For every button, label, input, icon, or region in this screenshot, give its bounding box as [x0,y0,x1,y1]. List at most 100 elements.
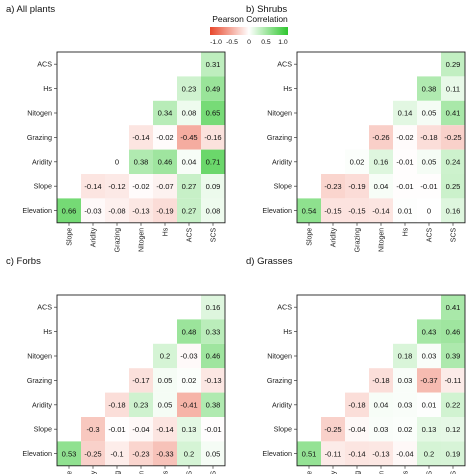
cell-value-label: -0.15 [324,206,341,215]
col-label: Grazing [355,471,362,474]
cell-value-label: 0.46 [446,327,461,336]
heatmap-cell [417,441,441,466]
heatmap-cell [441,76,465,101]
heatmap-cell [129,174,153,199]
row-label: Hs [283,84,292,93]
heatmap-cell [345,392,369,417]
row-label: Slope [274,425,292,434]
heatmap-cell [177,100,201,126]
cell-value-label: 0.41 [446,109,461,118]
col-label: SCS [451,470,458,474]
heatmap-cell [369,417,393,442]
cell-value-label: -0.02 [396,133,413,142]
row-label: ACS [277,303,292,312]
cell-value-label: 0.08 [182,109,197,118]
heatmap-cell [153,392,177,417]
cell-value-label: 0.13 [422,425,437,434]
heatmap-cell [153,343,177,369]
cell-value-label: -0.14 [132,133,149,142]
row-label: Aridity [32,157,52,166]
heatmap-cell [393,125,417,150]
cell-value-label: 0.31 [206,60,221,69]
cell-value-label: 0.05 [422,109,437,118]
heatmap-cell [153,417,177,442]
row-label: Aridity [32,400,52,409]
cell-value-label: -0.18 [348,401,365,410]
heatmap-cell [201,392,225,417]
cell-value-label: -0.01 [108,425,125,434]
cell-value-label: 0 [115,158,119,167]
heatmap-cell [369,125,393,150]
cell-value-label: 0.27 [182,182,197,191]
heatmap-cell [441,417,465,442]
cell-value-label: 0.48 [182,327,197,336]
heatmap-cells: 0.16 0.48 0.33 0.2 -0.03 0.46 -0.17 0.05 0.02 -0.… [57,295,225,466]
row-label: Nitogen [27,352,52,361]
heatmap-cell [177,368,201,393]
heatmap-cell [393,198,417,223]
cell-value-label: -0.14 [156,425,173,434]
cell-value-label: 0.29 [446,60,461,69]
heatmap-cell [393,343,417,369]
cell-value-label: -0.23 [132,449,149,458]
heatmap-cell [441,368,465,393]
heatmap-cell [201,76,225,101]
heatmap-cell [345,149,369,174]
cell-value-label: 0.46 [206,352,221,361]
heatmap-cell [369,198,393,223]
row-label: Elevation [22,449,52,458]
cell-value-label: 0.19 [446,449,461,458]
legend-tick-label: -1.0 [210,39,222,46]
cell-value-label: -0.16 [204,133,221,142]
heatmap-cell [417,417,441,442]
heatmap-cell [129,392,153,417]
col-label: Aridity [91,470,98,474]
heatmap-cell [81,441,105,466]
cell-value-label: -0.11 [445,376,462,385]
col-label: Nitogen [379,471,386,474]
col-label: Aridity [331,470,338,474]
row-label: Aridity [272,400,292,409]
cell-value-label: 0.04 [182,158,197,167]
heatmap-cell [417,125,441,150]
cell-value-label: 0.22 [446,401,461,410]
heatmap-cell [321,198,345,223]
cell-value-label: 0.34 [158,109,173,118]
cell-value-label: -0.25 [324,425,341,434]
heatmap-cell [201,368,225,393]
heatmap-cells: 0.290.38 0.110.14 0.05 0.41-0.26 -0.02 -0.18-… [297,52,465,223]
heatmap-cell [345,441,369,466]
cell-value-label: 0.39 [446,352,461,361]
heatmap-cell [201,52,225,77]
cell-value-label: -0.18 [372,376,389,385]
heatmap-cell [153,198,177,223]
cell-value-label: 0.03 [422,352,437,361]
row-label: Grazing [27,133,52,142]
color-legend: Pearson Correlation -1.0 -0.5 0 0.5 1.0 [210,14,288,46]
heatmap-cell [393,417,417,442]
cell-value-label: -0.14 [348,449,365,458]
heatmap-cell [393,441,417,466]
heatmap-cell [441,174,465,199]
heatmap-cell [105,392,129,417]
cell-value-label: 0.11 [446,84,460,93]
heatmap-cell [201,441,225,466]
col-label: Aridity [91,227,98,247]
cell-value-label: 0.09 [206,182,221,191]
heatmap-cell [345,174,369,199]
heatmap-cell [321,417,345,442]
heatmap-cell [177,174,201,199]
heatmap-cell [441,52,465,77]
heatmap-cell [201,198,225,223]
cell-value-label: -0.41 [180,401,197,410]
col-label: ACS [427,227,434,242]
cell-value-label: 0.16 [374,158,389,167]
col-label: Nitogen [139,228,146,252]
cell-value-label: -0.11 [325,449,342,458]
row-label: Slope [34,182,52,191]
cell-value-label: -0.45 [180,133,197,142]
heatmap-cell [321,174,345,199]
col-label: Nitogen [379,228,386,252]
legend-colorbar [210,27,288,35]
